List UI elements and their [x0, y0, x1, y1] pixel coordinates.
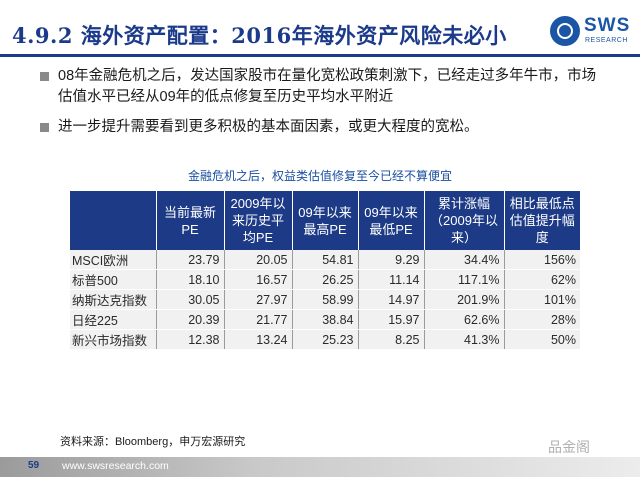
table-cell: 新兴市场指数	[70, 329, 157, 350]
table-row: 标普500 18.10 16.57 26.25 11.14 117.1% 62%	[70, 269, 580, 290]
table-row: 纳斯达克指数 30.05 27.97 58.99 14.97 201.9% 10…	[70, 289, 580, 310]
table-cell: 16.57	[224, 269, 293, 290]
table-cell: 30.05	[156, 289, 225, 310]
table-cell: 15.97	[358, 309, 425, 330]
table-cell: 14.97	[358, 289, 425, 310]
watermark: 品金阁	[548, 439, 590, 455]
square-bullet-icon	[40, 123, 49, 132]
table-cell: 62.6%	[424, 309, 505, 330]
table-row: MSCI欧洲 23.79 20.05 54.81 9.29 34.4% 156%	[70, 250, 580, 270]
table-cell: 50%	[504, 329, 580, 350]
valuation-table: 当前最新PE 2009年以来历史平均PE 09年以来最高PE 09年以来最低PE…	[70, 191, 580, 350]
table-cell: 日经225	[70, 309, 157, 330]
bullet-item: 进一步提升需要看到更多积极的基本面因素，或更大程度的宽松。	[40, 117, 600, 138]
table-cell: 34.4%	[424, 250, 505, 270]
source-note: 资料来源：Bloomberg，申万宏源研究	[60, 436, 246, 448]
table-cell: 18.10	[156, 269, 225, 290]
table-cell: 12.38	[156, 329, 225, 350]
table-cell: 41.3%	[424, 329, 505, 350]
column-header: 累计涨幅（2009年以来）	[424, 191, 505, 250]
table-cell: 38.84	[292, 309, 359, 330]
table-cell: 21.77	[224, 309, 293, 330]
table-cell: 28%	[504, 309, 580, 330]
column-header: 09年以来最低PE	[358, 191, 425, 250]
table-cell: 201.9%	[424, 289, 505, 310]
table-cell: 25.23	[292, 329, 359, 350]
table-cell: 62%	[504, 269, 580, 290]
table-cell: 13.24	[224, 329, 293, 350]
table-cell: 101%	[504, 289, 580, 310]
table-cell: 156%	[504, 250, 580, 270]
square-bullet-icon	[40, 72, 49, 81]
table-cell: 20.05	[224, 250, 293, 270]
table-caption: 金融危机之后，权益类估值修复至今已经不算便宜	[187, 169, 452, 183]
column-header: 2009年以来历史平均PE	[224, 191, 293, 250]
page-title: 4.9.2 海外资产配置：2016年海外资产风险未必小	[12, 23, 507, 48]
footer-url: www.swsresearch.com	[62, 460, 169, 472]
footer: 59 www.swsresearch.com	[0, 457, 640, 477]
table-cell: 9.29	[358, 250, 425, 270]
page-number: 59	[28, 460, 40, 471]
table-cell: 23.79	[156, 250, 225, 270]
sws-logo-icon	[550, 16, 580, 46]
bullet-item: 08年金融危机之后，发达国家股市在量化宽松政策刺激下，已经走过多年牛市，市场估值…	[40, 66, 600, 108]
table-header-row: 当前最新PE 2009年以来历史平均PE 09年以来最高PE 09年以来最低PE…	[70, 191, 580, 250]
table-cell: 标普500	[70, 269, 157, 290]
table-cell: 58.99	[292, 289, 359, 310]
bullet-list: 08年金融危机之后，发达国家股市在量化宽松政策刺激下，已经走过多年牛市，市场估值…	[40, 66, 600, 147]
bullet-text: 进一步提升需要看到更多积极的基本面因素，或更大程度的宽松。	[58, 119, 479, 135]
table-row: 新兴市场指数 12.38 13.24 25.23 8.25 41.3% 50%	[70, 329, 580, 350]
column-header: 当前最新PE	[156, 191, 225, 250]
footer-bar	[0, 457, 640, 477]
table-cell: 20.39	[156, 309, 225, 330]
table-cell: 54.81	[292, 250, 359, 270]
title-rule	[0, 54, 640, 57]
table-cell: 11.14	[358, 269, 425, 290]
bullet-text: 08年金融危机之后，发达国家股市在量化宽松政策刺激下，已经走过多年牛市，市场估值…	[58, 68, 597, 105]
column-header	[70, 191, 157, 250]
logo-subtext: RESEARCH	[585, 37, 628, 44]
logo-text: SWS	[584, 15, 631, 36]
table-cell: 27.97	[224, 289, 293, 310]
table-cell: 纳斯达克指数	[70, 289, 157, 310]
table-cell: MSCI欧洲	[70, 250, 157, 270]
table-cell: 117.1%	[424, 269, 505, 290]
sws-logo: SWS RESEARCH	[550, 14, 634, 50]
column-header: 相比最低点估值提升幅度	[504, 191, 580, 250]
table-cell: 26.25	[292, 269, 359, 290]
table-cell: 8.25	[358, 329, 425, 350]
column-header: 09年以来最高PE	[292, 191, 359, 250]
table-row: 日经225 20.39 21.77 38.84 15.97 62.6% 28%	[70, 309, 580, 330]
